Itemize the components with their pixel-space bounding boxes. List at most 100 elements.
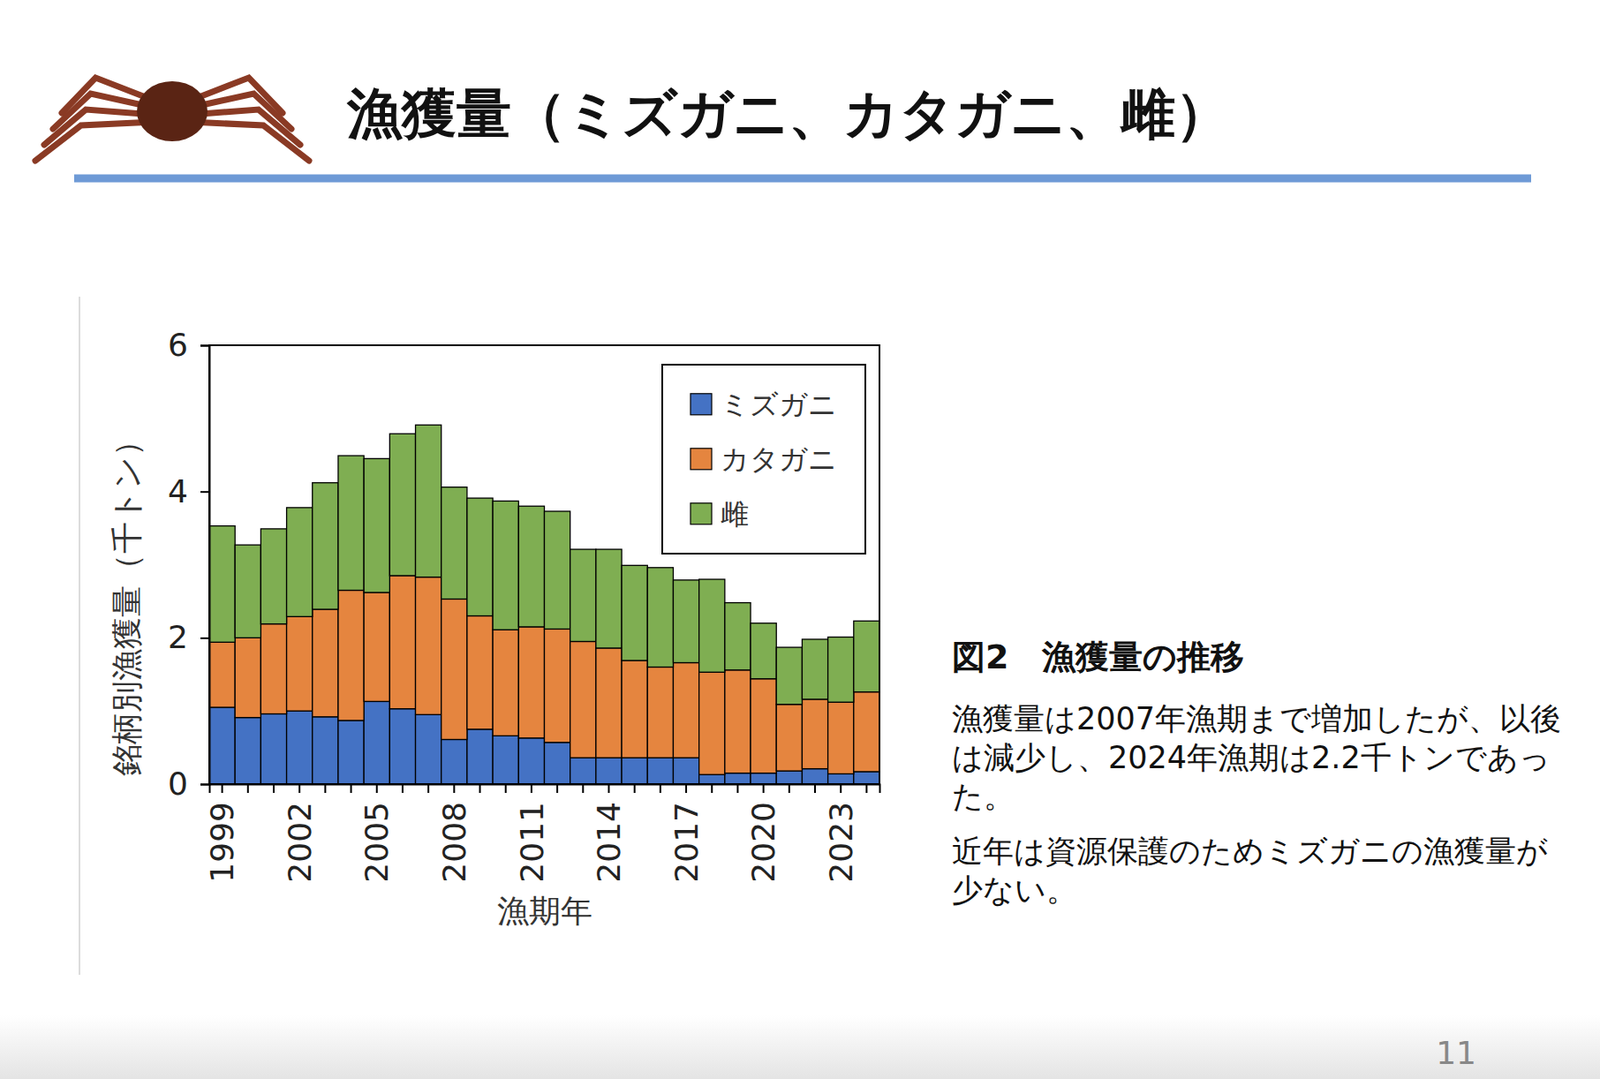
y-tick: 4	[167, 473, 210, 510]
bar	[441, 598, 468, 740]
bar	[518, 505, 544, 627]
x-tick	[479, 784, 481, 793]
y-axis-line	[200, 346, 211, 785]
bar	[699, 774, 725, 785]
x-tick-mark	[581, 784, 584, 793]
bar	[853, 692, 880, 772]
x-tick-label: 2005	[358, 801, 395, 884]
x-tick: 1999	[203, 784, 241, 884]
bar	[441, 739, 468, 785]
x-tick-mark	[479, 784, 482, 793]
bar	[312, 609, 339, 717]
x-tick	[247, 784, 249, 793]
bar	[801, 639, 828, 700]
bar	[776, 770, 802, 785]
bar	[389, 433, 416, 576]
bar	[389, 575, 416, 710]
bar	[415, 577, 442, 716]
x-tick-mark	[272, 784, 275, 793]
x-tick: 2005	[358, 784, 395, 884]
legend-label: ミズガニ	[720, 387, 838, 422]
legend: ミズガニカタガニ雌	[662, 364, 866, 554]
x-tick	[711, 784, 713, 793]
x-tick-label: 2002	[281, 801, 318, 884]
y-axis-title: 銘柄別漁獲量（千トン）	[108, 424, 145, 777]
legend-swatch	[690, 448, 712, 470]
legend-item: ミズガニ	[690, 387, 838, 422]
bar	[234, 717, 261, 785]
y-tick: 6	[167, 326, 210, 363]
x-tick-mark	[659, 784, 662, 793]
bar	[776, 704, 802, 771]
x-tick	[788, 784, 790, 793]
bar	[518, 626, 544, 739]
bar	[312, 716, 339, 785]
x-tick	[505, 784, 506, 793]
bar	[363, 701, 390, 785]
bar	[570, 549, 597, 642]
paragraph: 近年は資源保護のためミズガニの漁獲量が少ない。	[951, 833, 1548, 908]
bar	[286, 507, 313, 617]
title-rule	[74, 174, 1532, 183]
x-tick: 2020	[745, 784, 782, 884]
x-tick: 2011	[513, 784, 551, 884]
x-tick-mark	[298, 784, 301, 793]
y-tick-mark	[200, 490, 210, 493]
bar	[699, 579, 725, 672]
bar	[260, 528, 287, 625]
bar	[363, 592, 390, 702]
x-tick-mark	[247, 784, 250, 793]
page-number: 11	[1435, 1034, 1477, 1072]
x-tick	[633, 784, 635, 793]
bar	[544, 511, 571, 629]
bar	[596, 648, 622, 758]
series	[209, 424, 880, 704]
x-tick-mark	[736, 784, 739, 793]
crab-leg	[189, 121, 310, 161]
x-tick-mark	[376, 784, 378, 793]
x-tick-mark	[685, 784, 687, 793]
legend-item: カタガニ	[690, 442, 838, 476]
x-tick-mark	[505, 784, 507, 793]
legend-box	[662, 364, 866, 554]
x-tick	[659, 784, 661, 793]
bar	[672, 580, 699, 664]
bar	[338, 589, 364, 720]
bar	[724, 670, 751, 774]
x-tick-mark	[221, 784, 224, 793]
y-tick-label: 0	[167, 765, 189, 802]
x-tick-mark	[814, 784, 816, 793]
x-tick-mark	[710, 784, 713, 793]
x-tick-mark	[633, 784, 636, 793]
slide-title: 漁獲量（ミズガニ、カタガニ、雌）	[346, 81, 1231, 146]
chart: 0246199920022005200820112014201720202023…	[108, 326, 881, 929]
bar	[492, 629, 519, 736]
x-tick	[557, 784, 559, 793]
y-tick-label: 4	[167, 473, 189, 510]
bar	[492, 735, 519, 785]
bar	[647, 757, 673, 785]
y-axis: 0 2 4 6	[167, 326, 210, 802]
bar	[828, 637, 854, 703]
x-tick-mark	[530, 784, 533, 793]
bar	[621, 660, 648, 758]
x-tick: 2008	[436, 784, 473, 884]
bar	[286, 710, 313, 785]
bar	[234, 544, 261, 638]
bar	[724, 773, 751, 785]
slide: 漁獲量（ミズガニ、カタガニ、雌） 0 2 4 6 1999 2002 2005 2008 2011…	[0, 0, 1600, 1079]
x-tick-label: 2020	[745, 801, 782, 884]
y-tick-mark	[200, 637, 210, 640]
bar	[544, 628, 571, 742]
bar	[596, 549, 622, 649]
bar	[828, 701, 854, 774]
bar	[853, 620, 880, 692]
bar	[363, 458, 390, 593]
x-tick-label: 2008	[436, 801, 473, 884]
crab-leg	[35, 121, 155, 161]
bar	[312, 483, 339, 610]
bar	[570, 641, 597, 758]
bar	[260, 624, 287, 715]
y-tick: 2	[167, 618, 210, 656]
bar	[286, 616, 313, 711]
